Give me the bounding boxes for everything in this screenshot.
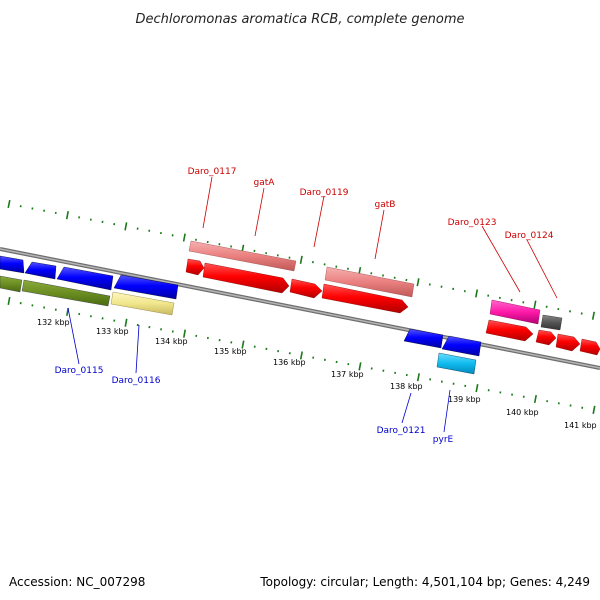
major-tick [241,340,245,349]
genome-backbone [0,247,600,370]
gene-forward-arrow [555,333,581,352]
gene-forward-arrow [185,258,205,276]
tick-label: 139 kbp [448,395,481,404]
gene-reverse-arrow [56,266,114,291]
map-title: Dechloromonas aromatica RCB, complete ge… [135,12,464,27]
gene-daro-0119-arrow [289,278,323,299]
tick-label: 140 kbp [506,408,539,417]
gene-daro-0123-arrow [485,319,534,342]
upper-tick-row [7,199,595,320]
gene-label-daro-0124: Daro_0124 [505,231,554,241]
gene-daro-0116-bar [110,291,175,316]
major-tick [475,289,479,298]
major-tick [533,300,537,309]
major-tick [7,296,11,306]
gene-label-daro-0116: Daro_0116 [112,376,161,386]
gene-daro-0123-bar [489,299,541,325]
major-tick [65,211,69,220]
gene-daro-0121-arrow [403,328,444,349]
major-tick [299,255,303,264]
tick-label: 133 kbp [96,327,129,336]
gene-gatb-arrow [321,283,409,314]
gene-label-daro-0115: Daro_0115 [55,366,104,376]
tick-label: 137 kbp [331,370,364,379]
accession-text: Accession: NC_007298 [9,575,145,589]
gene-daro-0117-bar [188,240,297,272]
gene-label-daro-0117: Daro_0117 [188,167,237,177]
major-tick [533,394,537,404]
gene-reverse-arrow [0,255,25,274]
gene-label-gata: gatA [254,178,276,188]
lower-tick-row [7,296,596,414]
reverse-gene-labels: Daro_0115 Daro_0116 Daro_0121 pyrE [55,307,454,445]
major-tick [182,233,186,242]
tick-label: 141 kbp [564,421,597,430]
major-tick [358,362,362,371]
gene-label-daro-0123: Daro_0123 [448,218,497,228]
major-tick [475,384,479,393]
gene-daro-0115-bar [21,279,111,307]
major-tick [591,311,595,320]
gene-daro-0124-bar [540,314,563,331]
gene-reverse-arrow [113,274,179,300]
tick-label: 132 kbp [37,318,70,327]
gene-reverse-arrow [24,261,57,280]
gene-label-gatb: gatB [375,200,396,210]
tick-label: 135 kbp [214,347,247,356]
major-tick [299,351,303,360]
major-tick [7,199,11,209]
gene-reverse-arrow [441,335,482,357]
tick-label: 134 kbp [155,337,188,346]
major-tick [124,222,128,231]
gene-forward-arrow [579,338,600,356]
gene-features [0,240,600,375]
gene-gata-arrow [202,262,290,294]
forward-gene-labels: Daro_0117 gatA Daro_0119 gatB Daro_0123 … [188,167,558,299]
gene-forward-arrow [535,329,557,346]
gene-olive-bar [0,275,23,293]
gene-daro-0119-bar [324,266,415,298]
tick-labels: 132 kbp 133 kbp 134 kbp 135 kbp 136 kbp … [37,318,597,430]
major-tick [183,329,186,338]
gene-label-pyre: pyrE [433,435,454,445]
gene-pyre-bar [436,352,477,375]
gene-label-daro-0121: Daro_0121 [377,426,426,436]
major-tick [592,405,596,414]
topology-text: Topology: circular; Length: 4,501,104 bp… [259,575,590,589]
gene-label-daro-0119: Daro_0119 [300,188,349,198]
major-tick [416,373,420,382]
tick-label: 136 kbp [273,358,306,367]
major-tick [416,278,420,287]
tick-label: 138 kbp [390,382,423,391]
major-tick [124,318,128,327]
